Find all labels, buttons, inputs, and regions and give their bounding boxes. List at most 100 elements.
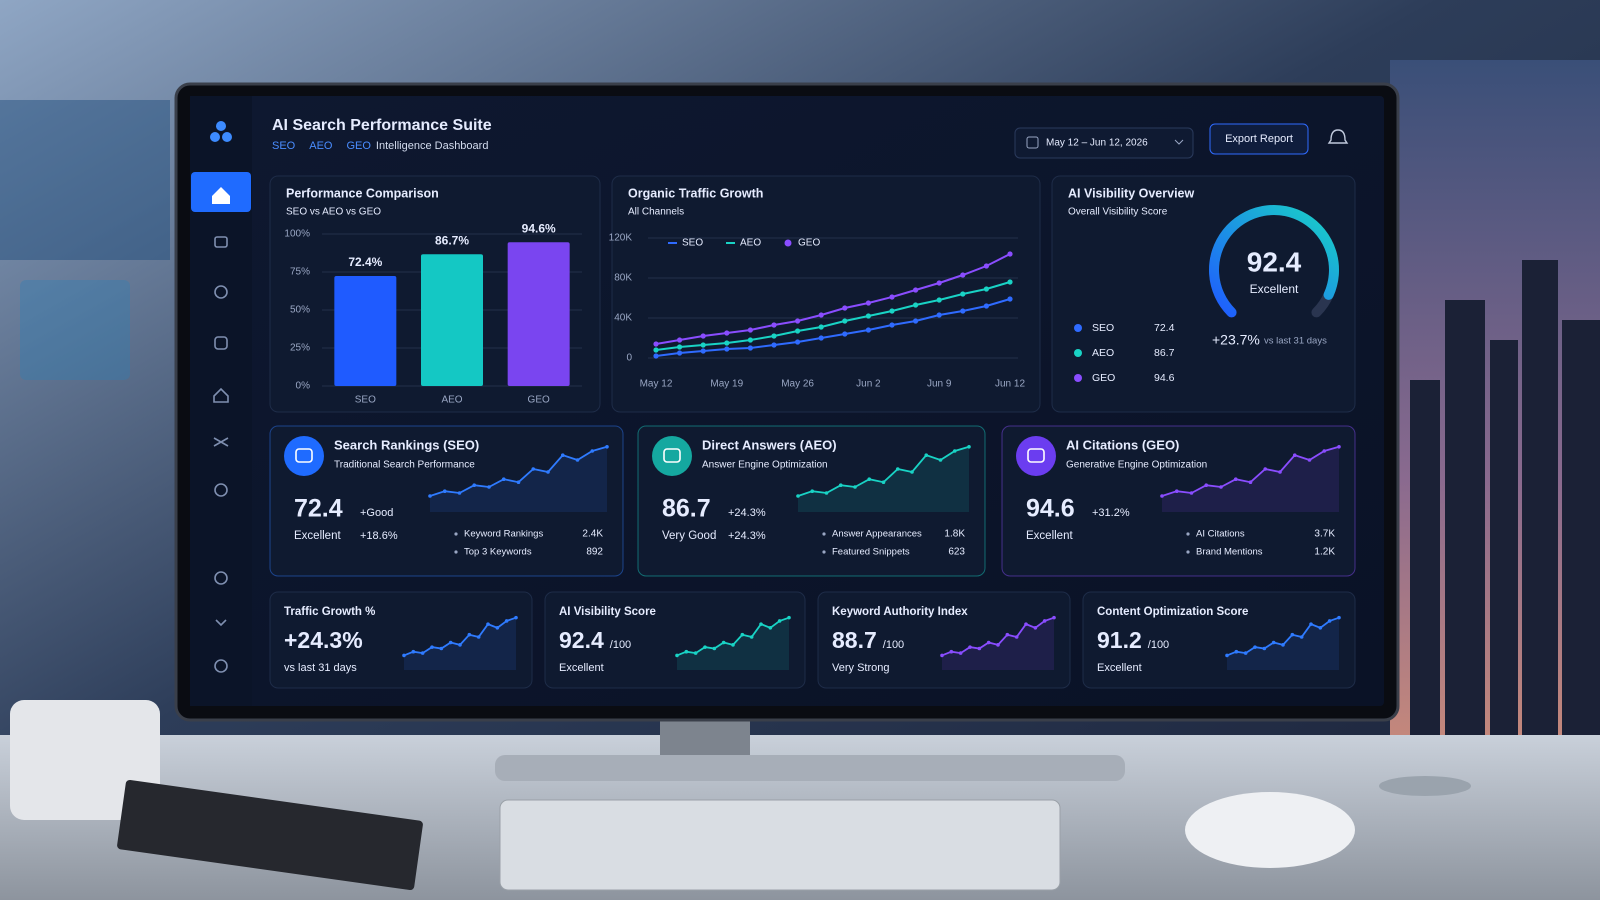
legend-value: 94.6 xyxy=(1154,372,1175,384)
sparkline-dot xyxy=(749,635,754,639)
point xyxy=(677,344,683,350)
card-change: +24.3% xyxy=(728,530,766,542)
notification-bell[interactable] xyxy=(1327,129,1349,144)
point xyxy=(653,347,659,353)
sparkline-dot xyxy=(448,640,453,645)
metric-bullet xyxy=(822,532,826,536)
card-icon-glyph xyxy=(295,448,313,463)
sparkline-dot xyxy=(967,445,971,449)
point xyxy=(889,294,895,300)
coaster xyxy=(1379,776,1471,796)
sparkline-dot xyxy=(996,643,1000,647)
card-title: AI Citations (GEO) xyxy=(1066,437,1179,452)
mouse xyxy=(1185,792,1355,868)
kpi-note: Excellent xyxy=(1097,662,1142,674)
sparkline-dot xyxy=(590,449,595,453)
point xyxy=(653,353,659,359)
panel-title: AI Visibility Overview xyxy=(1068,186,1194,200)
nav-icon[interactable] xyxy=(214,571,228,585)
nav-icon[interactable] xyxy=(215,619,227,627)
card-badge: +24.3% xyxy=(728,507,766,519)
tag: AEO xyxy=(309,140,333,152)
point xyxy=(842,318,848,324)
legend-label: AEO xyxy=(1092,347,1114,359)
point xyxy=(913,318,919,324)
kpi-card xyxy=(817,591,1071,689)
metric-card xyxy=(637,425,986,577)
metric-value: 3.7K xyxy=(1314,529,1335,540)
legend-swatch xyxy=(784,239,792,247)
sparkline-dot xyxy=(605,445,609,449)
card-icon xyxy=(284,436,324,476)
date-picker[interactable] xyxy=(1014,127,1194,159)
app-title: AI Search Performance Suite xyxy=(272,117,492,134)
change: +23.7% xyxy=(1212,332,1260,348)
sparkline-dot xyxy=(1322,449,1327,453)
point xyxy=(842,305,848,311)
sparkline-dot xyxy=(1052,615,1056,620)
y-tick-label: 0% xyxy=(296,381,311,392)
sparkline-dot xyxy=(684,649,689,654)
sparkline-dot xyxy=(986,640,991,645)
card-subtitle: Answer Engine Optimization xyxy=(702,460,828,471)
home-icon xyxy=(212,187,230,204)
nav-icon[interactable] xyxy=(214,659,228,673)
export-button[interactable] xyxy=(1209,123,1309,155)
card-score: 72.4 xyxy=(294,495,343,523)
date-range: May 12 – Jun 12, 2026 xyxy=(1046,138,1148,149)
x-tick-label: Jun 9 xyxy=(927,379,952,390)
x-tick-label: SEO xyxy=(355,395,376,406)
sparkline-dot xyxy=(575,458,580,462)
sparkline-dot xyxy=(958,651,963,655)
sparkline-dot xyxy=(721,640,726,645)
sparkline-dot xyxy=(1219,485,1223,489)
nav-icon[interactable] xyxy=(214,285,228,299)
sparkline-dot xyxy=(949,649,954,654)
point xyxy=(771,342,777,348)
point xyxy=(795,339,801,345)
monitor-base xyxy=(495,755,1125,781)
sparkline-dot xyxy=(501,477,506,482)
sparkline-dot xyxy=(938,458,943,462)
y-tick-label: 100% xyxy=(284,229,310,240)
sparkline-dot xyxy=(824,491,829,495)
notebook xyxy=(117,779,423,891)
nav-icon[interactable] xyxy=(213,437,229,447)
metric-card xyxy=(1001,425,1356,577)
kpi-value: 88.7 xyxy=(832,627,877,653)
sparkline-dot xyxy=(881,480,886,485)
sparkline-dot xyxy=(1024,622,1028,626)
nav-icon[interactable] xyxy=(214,236,228,248)
card-title: Direct Answers (AEO) xyxy=(702,437,837,452)
point xyxy=(677,337,683,343)
card-score: 86.7 xyxy=(662,495,711,523)
kpi-title: Keyword Authority Index xyxy=(832,606,968,618)
point xyxy=(936,280,942,286)
app-subtitle: SEO AEO GEO Intelligence Dashboard xyxy=(272,140,488,152)
card-icon xyxy=(652,436,692,476)
point xyxy=(936,297,942,303)
dropdown-caret xyxy=(1174,139,1184,145)
card-title: Search Rankings (SEO) xyxy=(334,437,479,452)
kpi-title: Traffic Growth % xyxy=(284,606,375,618)
sparkline-dot xyxy=(693,651,698,655)
card-badge: +Good xyxy=(360,507,393,519)
sparkline-dot xyxy=(924,453,929,458)
nav-icon[interactable] xyxy=(213,387,229,403)
sparkline-dot xyxy=(402,653,406,658)
bar xyxy=(334,275,397,386)
point xyxy=(889,308,895,314)
panel-subtitle: SEO vs AEO vs GEO xyxy=(286,207,381,218)
x-tick-label: AEO xyxy=(441,395,462,406)
sparkline-dot xyxy=(768,626,773,630)
point xyxy=(771,322,777,328)
skyline xyxy=(1410,260,1600,760)
nav-icon[interactable] xyxy=(214,336,228,350)
sparkline-dot xyxy=(952,449,957,453)
nav-icon[interactable] xyxy=(214,483,228,497)
series-line xyxy=(655,298,1011,357)
sparkline-dot xyxy=(968,645,972,649)
sparkline-dot xyxy=(1262,646,1267,651)
sparkline-area xyxy=(404,617,516,670)
